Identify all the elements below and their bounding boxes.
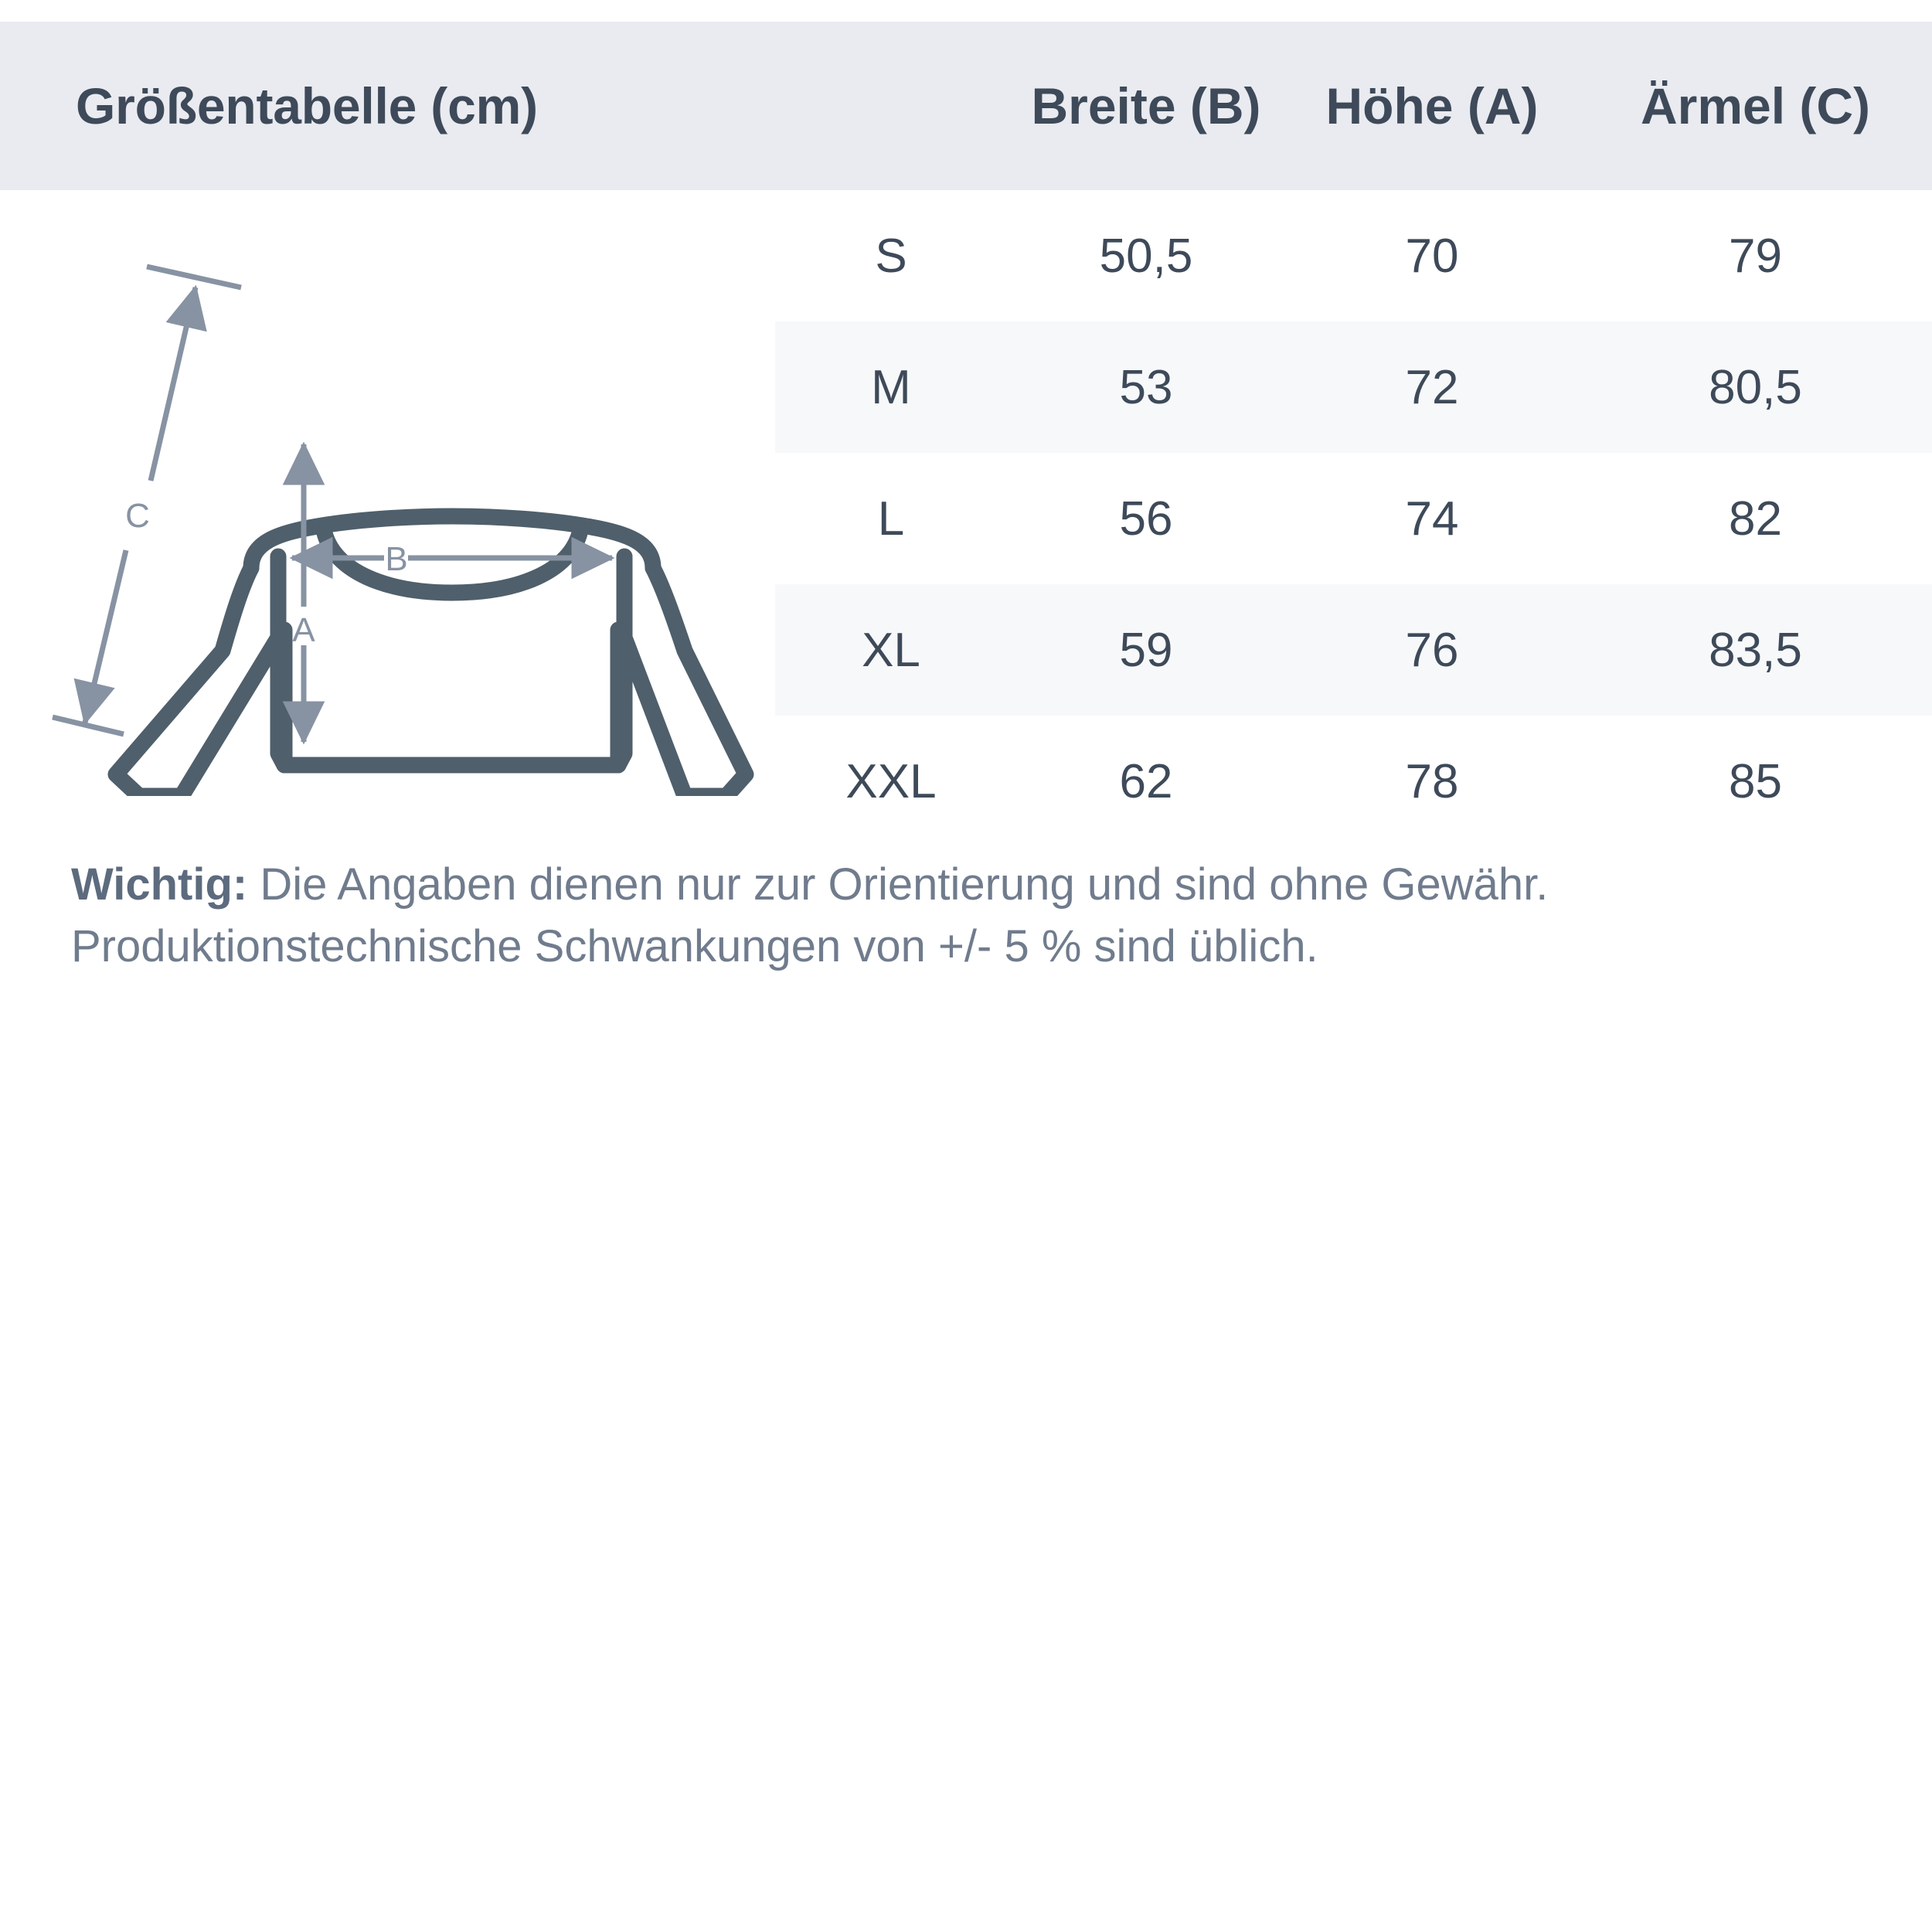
dimension-c-label: C: [125, 497, 150, 535]
cell-size: M: [871, 360, 911, 414]
disclaimer-note: Wichtig: Die Angaben dienen nur zur Orie…: [71, 854, 1887, 978]
cell-breite: 56: [1119, 492, 1173, 546]
cell-size: S: [875, 229, 907, 283]
dimension-a-label: A: [292, 611, 315, 649]
column-header-breite: Breite (B): [1031, 77, 1261, 134]
table-header-band: Größentabelle (cm) Breite (B) Höhe (A) Ä…: [0, 22, 1932, 190]
cell-breite: 53: [1119, 360, 1173, 414]
cell-hoehe: 76: [1405, 623, 1459, 677]
cell-hoehe: 78: [1405, 754, 1459, 808]
cell-size: XXL: [845, 754, 937, 808]
dimension-c-arrow: [52, 264, 242, 737]
table-row: XXL 62 78 85: [775, 716, 1932, 847]
cell-aermel: 79: [1729, 229, 1782, 283]
column-header-aermel: Ärmel (C): [1640, 77, 1871, 134]
cell-breite: 62: [1119, 754, 1173, 808]
cell-aermel: 82: [1729, 492, 1782, 546]
sweatshirt-outline-icon: [107, 508, 754, 796]
cell-size: L: [877, 492, 905, 546]
table-header-columns: Breite (B) Höhe (A) Ärmel (C): [775, 22, 1932, 190]
cell-hoehe: 72: [1405, 360, 1459, 414]
cell-size: XL: [862, 623, 920, 677]
table-row: L 56 74 82: [775, 453, 1932, 584]
cell-aermel: 85: [1729, 754, 1782, 808]
cell-breite: 50,5: [1099, 229, 1193, 283]
page-title: Größentabelle (cm): [76, 77, 538, 134]
disclaimer-label: Wichtig:: [71, 859, 248, 910]
cell-hoehe: 74: [1405, 492, 1459, 546]
dimension-b-label: B: [385, 540, 407, 578]
disclaimer-line-2: Produktionstechnische Schwankungen von +…: [71, 921, 1318, 972]
column-header-hoehe: Höhe (A): [1325, 77, 1539, 134]
cell-aermel: 83,5: [1709, 623, 1802, 677]
table-row: S 50,5 70 79: [775, 190, 1932, 321]
size-table: S 50,5 70 79 M 53 72 80,5 L 56 74 82 XL …: [775, 190, 1932, 847]
cell-aermel: 80,5: [1709, 360, 1802, 414]
garment-measurement-diagram: B A C: [46, 255, 788, 796]
cell-hoehe: 70: [1405, 229, 1459, 283]
table-row: XL 59 76 83,5: [775, 584, 1932, 716]
table-row: M 53 72 80,5: [775, 321, 1932, 453]
cell-breite: 59: [1119, 623, 1173, 677]
disclaimer-line-1: Die Angaben dienen nur zur Orientierung …: [247, 859, 1549, 910]
